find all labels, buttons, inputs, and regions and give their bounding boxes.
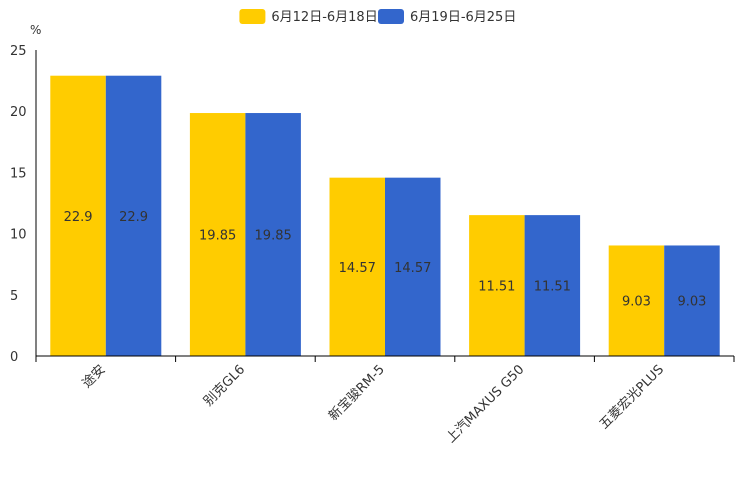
x-tick-label: 五菱宏光PLUS	[597, 362, 667, 432]
x-tick-label: 新宝骏RM-5	[325, 362, 387, 424]
bar-data-label: 11.51	[534, 280, 571, 295]
y-tick-label: 15	[10, 166, 27, 181]
legend-swatch	[378, 9, 404, 24]
bar-data-label: 19.85	[199, 229, 236, 244]
y-tick-label: 20	[10, 105, 27, 120]
bar-data-label: 14.57	[394, 261, 431, 276]
y-axis: 0 5 10 15 20 25	[10, 44, 37, 365]
bar	[664, 245, 720, 356]
y-tick-label: 10	[10, 228, 27, 243]
bar	[524, 215, 581, 356]
bar	[385, 177, 441, 356]
y-tick-label: 25	[10, 44, 27, 59]
y-tick-label: 5	[10, 289, 18, 304]
bar-data-label: 9.03	[622, 295, 651, 310]
legend: 6月12日-6月18日 6月19日-6月25日	[239, 9, 516, 25]
x-tick-label: 上汽MAXUS G50	[444, 362, 528, 446]
bar	[50, 75, 106, 356]
y-axis-unit-label: %	[30, 23, 41, 37]
bar	[608, 245, 665, 356]
bar-data-label: 22.9	[119, 210, 148, 225]
x-tick-label: 别克GL6	[201, 362, 248, 409]
bar	[245, 113, 301, 356]
bar	[329, 177, 385, 356]
x-tick-label: 途安	[79, 362, 109, 392]
bar	[469, 215, 525, 356]
bar	[189, 113, 246, 356]
bar-data-label: 14.57	[339, 261, 376, 276]
bar-data-label: 9.03	[677, 295, 706, 310]
bar	[105, 75, 162, 356]
bar-data-label: 19.85	[255, 229, 292, 244]
bars: 22.9 22.9 19.85 19.85 14.57 14.57 11.51 11.51 9.…	[50, 75, 720, 356]
legend-swatch	[239, 9, 266, 24]
bar-data-label: 11.51	[478, 280, 515, 295]
bar-data-label: 22.9	[64, 210, 93, 225]
legend-label: 6月12日-6月18日	[271, 10, 377, 25]
legend-label: 6月19日-6月25日	[410, 10, 516, 25]
y-tick-label: 0	[10, 350, 18, 365]
x-axis: 途安 别克GL6 新宝骏RM-5 上汽MAXUS G50 五菱宏光PLUS	[35, 355, 735, 446]
